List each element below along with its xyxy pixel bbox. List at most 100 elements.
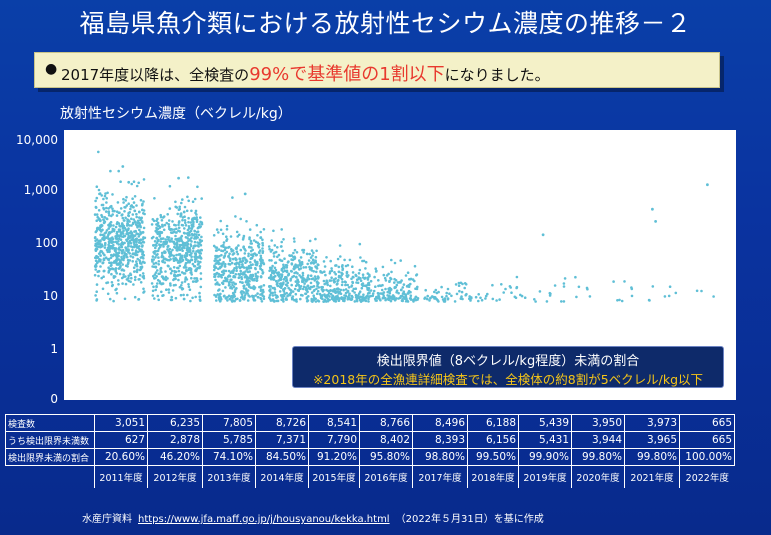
data-point (156, 249, 160, 252)
data-point (292, 255, 295, 259)
data-point (273, 291, 277, 294)
bullet-icon: ● (45, 61, 58, 77)
data-point (324, 295, 328, 298)
data-point (217, 231, 220, 234)
data-point (350, 277, 353, 281)
data-point (199, 277, 203, 281)
data-point (188, 288, 192, 292)
data-point (295, 251, 299, 254)
data-point (299, 293, 303, 297)
data-point (366, 294, 369, 298)
data-point (196, 244, 199, 247)
data-point (108, 225, 111, 228)
data-point (112, 261, 116, 264)
data-point (130, 276, 133, 280)
data-point (254, 240, 258, 244)
data-point (259, 259, 263, 263)
data-point (172, 284, 176, 287)
data-point (191, 296, 194, 300)
data-point (257, 245, 261, 249)
data-point (141, 275, 145, 279)
data-point (337, 265, 341, 269)
data-point (154, 261, 158, 265)
data-point (139, 230, 142, 234)
data-point (381, 265, 385, 269)
data-point (406, 271, 410, 275)
source-link[interactable]: https://www.jfa.maff.go.jp/j/housyanou/k… (138, 514, 390, 525)
data-point (115, 237, 119, 241)
data-point (111, 193, 114, 196)
data-point (136, 219, 140, 223)
data-point (192, 222, 195, 226)
data-point (414, 287, 417, 291)
data-point (293, 287, 297, 291)
data-point (348, 258, 352, 262)
data-point (302, 266, 306, 269)
data-point (100, 224, 104, 227)
data-point (108, 231, 111, 234)
data-point (152, 262, 156, 266)
data-point (141, 208, 144, 212)
data-point (256, 295, 260, 299)
data-point (311, 254, 314, 257)
data-point (270, 248, 274, 252)
data-point (114, 288, 117, 292)
data-point (446, 287, 450, 291)
data-point (282, 263, 285, 267)
data-point (195, 220, 199, 223)
data-point (389, 299, 393, 303)
table-cell: 8,726 (255, 414, 309, 432)
data-point (173, 274, 177, 277)
data-point (272, 255, 276, 258)
data-point (156, 253, 159, 256)
data-point (278, 277, 282, 281)
data-point (374, 267, 378, 271)
data-point (291, 297, 295, 301)
data-point (175, 238, 179, 242)
data-point (115, 214, 119, 217)
data-point (103, 253, 106, 257)
data-point (280, 273, 284, 276)
data-point (366, 283, 369, 287)
data-point (115, 263, 119, 266)
data-point (168, 227, 171, 231)
data-point (161, 259, 164, 263)
data-point (141, 244, 144, 247)
data-point (249, 263, 253, 267)
data-point (122, 273, 125, 276)
scatter-points (93, 150, 715, 303)
table-cell: 95.80% (359, 448, 413, 466)
table-row: 検査数 3,051 6,235 7,805 8,726 8,541 8,766 … (5, 414, 735, 432)
data-point (127, 250, 130, 254)
data-point (267, 245, 271, 248)
data-point (222, 272, 226, 275)
data-point (445, 291, 449, 295)
data-point (250, 242, 253, 245)
data-point (139, 198, 143, 202)
data-point (311, 258, 315, 262)
data-point (129, 242, 133, 245)
data-point (131, 236, 135, 239)
data-point (163, 250, 166, 253)
data-point (397, 291, 400, 295)
data-point (233, 262, 237, 266)
data-point (241, 263, 244, 266)
data-point (242, 234, 246, 238)
data-point (93, 236, 97, 240)
data-point (339, 255, 342, 258)
data-point (154, 288, 157, 292)
data-point (185, 266, 188, 269)
data-point (329, 292, 333, 296)
data-point (262, 297, 266, 301)
data-point (129, 207, 132, 211)
data-point (255, 223, 259, 227)
data-point (282, 238, 285, 241)
data-point (330, 276, 333, 280)
data-point (346, 283, 350, 287)
data-point (156, 294, 160, 298)
data-point (359, 277, 362, 280)
data-point (353, 291, 356, 294)
data-point (404, 293, 408, 297)
outlier-point (243, 192, 247, 196)
